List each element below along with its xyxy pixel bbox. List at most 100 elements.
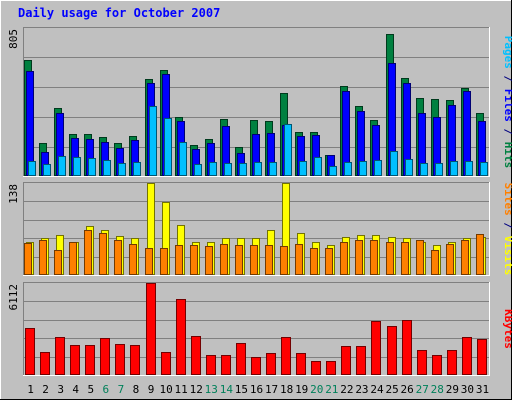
x-tick-label: 4 <box>72 383 79 396</box>
x-tick-label: 29 <box>446 383 459 396</box>
bar-kbytes <box>402 320 412 375</box>
bar-pages <box>88 158 96 176</box>
bar-sites <box>446 244 454 275</box>
bar-kbytes <box>356 346 366 375</box>
bar-pages <box>299 161 307 176</box>
y-max-label: 138 <box>7 184 20 204</box>
series-sites <box>24 230 484 275</box>
bar-pages <box>254 162 262 176</box>
bar-pages <box>239 163 247 176</box>
x-tick-label: 1 <box>27 383 34 396</box>
x-tick-label: 18 <box>280 383 293 396</box>
bar-kbytes <box>432 355 442 375</box>
y-max-label: 6112 <box>7 284 20 311</box>
bar-kbytes <box>70 345 80 375</box>
x-tick-label: 7 <box>118 383 125 396</box>
series-pages <box>28 106 488 176</box>
bar-sites <box>295 244 303 275</box>
bar-sites <box>160 248 168 275</box>
bar-sites <box>416 240 424 275</box>
bar-kbytes <box>371 321 381 375</box>
x-tick-label: 23 <box>355 383 368 396</box>
bar-pages <box>390 151 398 176</box>
bar-sites <box>386 242 394 275</box>
bar-pages <box>480 162 488 176</box>
bar-pages <box>435 163 443 176</box>
bar-sites <box>54 250 62 275</box>
bar-sites <box>370 240 378 275</box>
bar-pages <box>329 166 337 176</box>
bar-sites <box>69 242 77 275</box>
bar-sites <box>401 242 409 275</box>
bar-pages <box>344 162 352 176</box>
bar-sites <box>265 245 273 275</box>
bar-pages <box>269 162 277 176</box>
bar-kbytes <box>417 350 427 375</box>
bar-sites <box>129 244 137 275</box>
bar-kbytes <box>40 352 50 375</box>
bar-kbytes <box>85 345 95 375</box>
bar-kbytes <box>311 361 321 375</box>
bar-sites <box>250 245 258 275</box>
bar-sites <box>325 248 333 275</box>
bar-kbytes <box>296 353 306 375</box>
x-tick-label: 26 <box>401 383 414 396</box>
bar-kbytes <box>462 337 472 375</box>
panel-hits-files-pages: 805 Pages / Files / Hits <box>7 27 512 177</box>
x-axis-labels: 1 2 3 4 5 6 7 8 9 10 11 12 13 14 15 16 17 18 19 20 21 22 23 24 2… <box>27 383 489 396</box>
bar-pages <box>314 157 322 176</box>
bar-files <box>26 71 34 176</box>
x-tick-label: 5 <box>87 383 94 396</box>
bar-pages <box>164 118 172 176</box>
x-tick-label: 19 <box>295 383 308 396</box>
bar-pages <box>194 164 202 176</box>
bar-kbytes <box>281 337 291 375</box>
bar-sites <box>476 234 484 275</box>
bar-pages <box>133 162 141 176</box>
bar-pages <box>450 161 458 176</box>
legend-entry: / <box>502 216 512 236</box>
y-max-label: 805 <box>7 29 20 49</box>
x-tick-label: 13 <box>205 383 218 396</box>
bar-pages <box>179 142 187 176</box>
bar-kbytes <box>25 328 35 375</box>
bar-sites <box>190 245 198 275</box>
x-tick-label: 24 <box>370 383 384 396</box>
bar-pages <box>359 161 367 176</box>
bar-pages <box>28 161 36 176</box>
bar-kbytes <box>191 336 201 375</box>
x-tick-label: 28 <box>431 383 444 396</box>
x-tick-label: 21 <box>325 383 338 396</box>
bar-kbytes <box>161 352 171 375</box>
x-tick-label: 6 <box>103 383 110 396</box>
legend-entry: / <box>502 122 512 142</box>
bar-kbytes <box>55 337 65 375</box>
x-tick-label: 31 <box>476 383 489 396</box>
bar-kbytes <box>251 357 261 375</box>
y-axis-legend: KBytes <box>502 309 512 349</box>
x-tick-label: 17 <box>265 383 278 396</box>
bar-kbytes <box>221 355 231 375</box>
chart-title: Daily usage for October 2007 <box>18 6 220 20</box>
bar-sites <box>355 240 363 275</box>
bar-kbytes <box>447 350 457 375</box>
bar-kbytes <box>387 326 397 375</box>
bar-sites <box>280 246 288 275</box>
bar-kbytes <box>326 361 336 375</box>
bar-sites <box>340 242 348 275</box>
bar-sites <box>84 230 92 275</box>
chart-panels: 805 Pages / Files / Hits 138 Sites / Visits… <box>7 27 512 376</box>
x-tick-label: 9 <box>148 383 155 396</box>
panel-kbytes: 6112 KBytes <box>7 282 512 376</box>
bar-kbytes <box>115 344 125 375</box>
bar-pages <box>149 106 157 176</box>
series-kbytes <box>25 283 487 375</box>
x-tick-label: 16 <box>250 383 263 396</box>
bar-pages <box>73 157 81 176</box>
bar-sites <box>114 240 122 275</box>
legend-entry: / <box>502 69 512 89</box>
bar-kbytes <box>341 346 351 375</box>
bar-kbytes <box>146 283 156 375</box>
bar-pages <box>58 156 66 176</box>
